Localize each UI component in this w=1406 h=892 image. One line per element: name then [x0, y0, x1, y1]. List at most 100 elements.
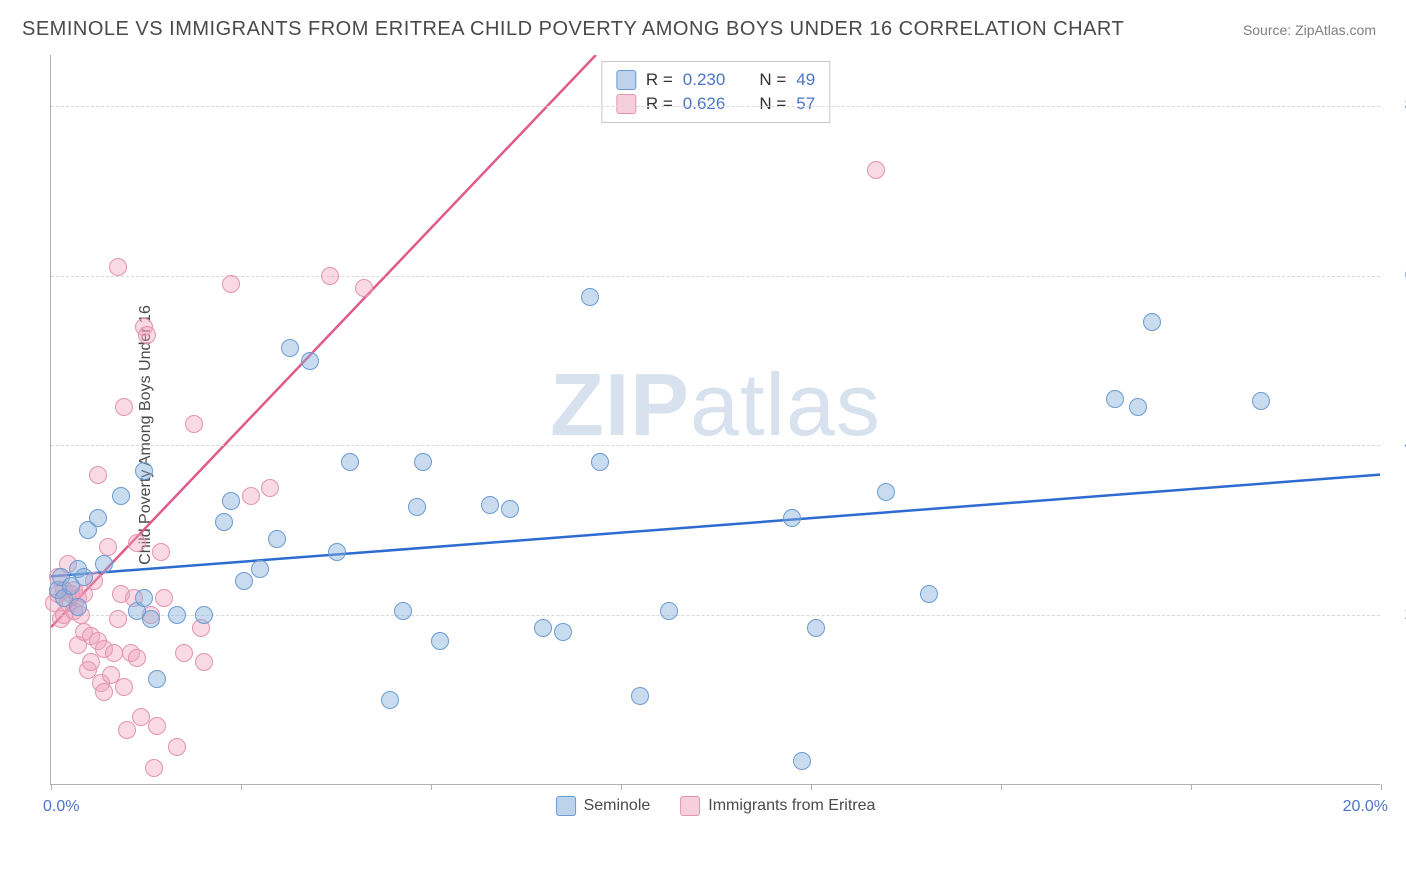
x-tick — [1381, 784, 1382, 790]
scatter-point-eritrea — [242, 487, 260, 505]
scatter-point-seminole — [591, 453, 609, 471]
y-gridline — [51, 276, 1380, 277]
scatter-point-seminole — [168, 606, 186, 624]
x-tick — [51, 784, 52, 790]
scatter-point-seminole — [195, 606, 213, 624]
scatter-point-eritrea — [195, 653, 213, 671]
scatter-point-seminole — [69, 598, 87, 616]
scatter-point-seminole — [215, 513, 233, 531]
scatter-point-seminole — [75, 568, 93, 586]
scatter-point-eritrea — [128, 649, 146, 667]
scatter-point-eritrea — [109, 258, 127, 276]
scatter-point-eritrea — [145, 759, 163, 777]
scatter-point-seminole — [148, 670, 166, 688]
x-tick — [431, 784, 432, 790]
scatter-point-seminole — [394, 602, 412, 620]
scatter-point-seminole — [501, 500, 519, 518]
scatter-point-seminole — [1143, 313, 1161, 331]
x-tick — [621, 784, 622, 790]
scatter-point-eritrea — [89, 466, 107, 484]
x-axis-label-min: 0.0% — [43, 798, 79, 816]
scatter-point-seminole — [631, 687, 649, 705]
scatter-point-eritrea — [155, 589, 173, 607]
scatter-point-seminole — [381, 691, 399, 709]
scatter-point-seminole — [807, 619, 825, 637]
scatter-point-seminole — [877, 483, 895, 501]
scatter-point-seminole — [783, 509, 801, 527]
scatter-point-eritrea — [175, 644, 193, 662]
x-tick — [1001, 784, 1002, 790]
source-attribution: Source: ZipAtlas.com — [1243, 22, 1376, 38]
scatter-point-seminole — [251, 560, 269, 578]
swatch-pink — [616, 94, 636, 114]
scatter-point-seminole — [95, 555, 113, 573]
scatter-point-seminole — [481, 496, 499, 514]
stats-row-seminole: R = 0.230 N = 49 — [616, 68, 815, 92]
scatter-point-eritrea — [128, 534, 146, 552]
swatch-blue — [616, 70, 636, 90]
scatter-point-seminole — [135, 462, 153, 480]
legend-label: Immigrants from Eritrea — [708, 797, 875, 815]
plot-box: ZIPatlas R = 0.230 N = 49 R = 0.626 N = … — [50, 55, 1380, 785]
x-tick — [1191, 784, 1192, 790]
scatter-point-seminole — [920, 585, 938, 603]
stats-legend: R = 0.230 N = 49 R = 0.626 N = 57 — [601, 61, 830, 123]
scatter-point-eritrea — [152, 543, 170, 561]
scatter-point-seminole — [341, 453, 359, 471]
legend-item-seminole: Seminole — [556, 796, 651, 816]
chart-area: Child Poverty Among Boys Under 16 ZIPatl… — [50, 55, 1380, 815]
scatter-point-seminole — [408, 498, 426, 516]
scatter-point-eritrea — [222, 275, 240, 293]
chart-title: SEMINOLE VS IMMIGRANTS FROM ERITREA CHIL… — [22, 18, 1124, 41]
scatter-point-seminole — [660, 602, 678, 620]
chart-header: SEMINOLE VS IMMIGRANTS FROM ERITREA CHIL… — [0, 0, 1406, 51]
x-axis-label-max: 20.0% — [1343, 798, 1388, 816]
scatter-point-eritrea — [115, 678, 133, 696]
x-tick — [241, 784, 242, 790]
x-tick — [811, 784, 812, 790]
scatter-point-seminole — [222, 492, 240, 510]
scatter-point-eritrea — [132, 708, 150, 726]
swatch-pink — [680, 796, 700, 816]
scatter-point-eritrea — [109, 610, 127, 628]
scatter-point-seminole — [235, 572, 253, 590]
scatter-point-eritrea — [115, 398, 133, 416]
scatter-point-seminole — [1106, 390, 1124, 408]
scatter-point-eritrea — [95, 683, 113, 701]
scatter-point-seminole — [268, 530, 286, 548]
scatter-point-eritrea — [168, 738, 186, 756]
scatter-point-seminole — [1252, 392, 1270, 410]
scatter-point-eritrea — [185, 415, 203, 433]
scatter-point-eritrea — [138, 326, 156, 344]
scatter-point-seminole — [793, 752, 811, 770]
scatter-point-eritrea — [321, 267, 339, 285]
scatter-point-seminole — [135, 589, 153, 607]
watermark: ZIPatlas — [550, 354, 881, 456]
scatter-point-seminole — [534, 619, 552, 637]
scatter-point-seminole — [581, 288, 599, 306]
scatter-point-seminole — [554, 623, 572, 641]
scatter-point-seminole — [281, 339, 299, 357]
scatter-point-seminole — [431, 632, 449, 650]
scatter-point-seminole — [142, 610, 160, 628]
scatter-point-seminole — [301, 352, 319, 370]
legend-item-eritrea: Immigrants from Eritrea — [680, 796, 875, 816]
series-legend: Seminole Immigrants from Eritrea — [556, 796, 876, 816]
stats-row-eritrea: R = 0.626 N = 57 — [616, 92, 815, 116]
scatter-point-eritrea — [867, 161, 885, 179]
scatter-point-eritrea — [99, 538, 117, 556]
scatter-point-seminole — [1129, 398, 1147, 416]
y-gridline — [51, 445, 1380, 446]
scatter-point-eritrea — [148, 717, 166, 735]
scatter-point-eritrea — [105, 644, 123, 662]
scatter-point-eritrea — [261, 479, 279, 497]
swatch-blue — [556, 796, 576, 816]
legend-label: Seminole — [584, 797, 651, 815]
scatter-point-seminole — [112, 487, 130, 505]
trend-lines-svg — [51, 55, 1380, 784]
scatter-point-seminole — [328, 543, 346, 561]
scatter-point-seminole — [89, 509, 107, 527]
scatter-point-eritrea — [355, 279, 373, 297]
scatter-point-seminole — [414, 453, 432, 471]
y-gridline — [51, 615, 1380, 616]
